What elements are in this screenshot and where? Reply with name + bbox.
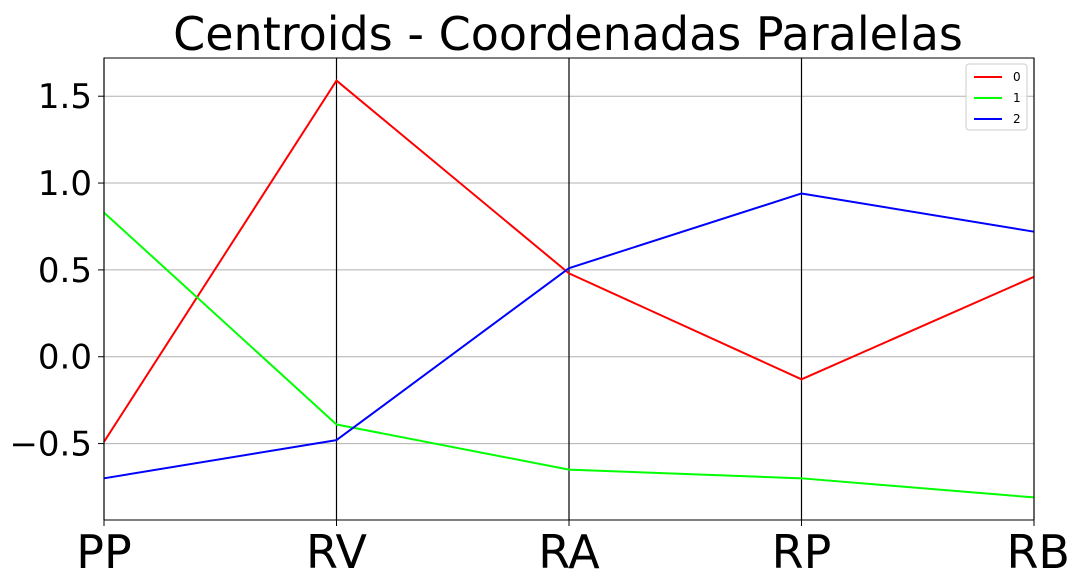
y-tick-labels: 1.5 1.0 0.5 0.0 −0.5	[9, 77, 104, 465]
y-tick-label-2: 0.5	[38, 251, 92, 291]
x-tick-label-rv: RV	[306, 525, 367, 579]
legend-label-0: 0	[1013, 70, 1021, 84]
legend-label-1: 1	[1013, 91, 1021, 105]
y-tick-label-0: 1.5	[38, 77, 92, 117]
legend: 0 1 2	[965, 63, 1028, 131]
x-tick-label-rb: RB	[1006, 525, 1070, 579]
x-tick-label-pp: PP	[76, 525, 131, 579]
x-tick-label-ra: RA	[538, 525, 600, 579]
chart-title: Centroids - Coordenadas Paralelas	[173, 7, 963, 61]
y-tick-label-3: 0.0	[38, 338, 92, 378]
parallel-axes-layer	[103, 58, 1035, 520]
x-tick-label-rp: RP	[772, 525, 832, 579]
series-line-1	[103, 211, 1035, 499]
legend-label-2: 2	[1013, 112, 1021, 126]
y-tick-label-4: −0.5	[9, 425, 92, 465]
series-layer	[103, 79, 1035, 499]
series-line-0	[103, 79, 1035, 443]
y-tick-label-1: 1.0	[38, 164, 92, 204]
series-line-2	[103, 192, 1035, 480]
x-tick-labels: PP RV RA RP RB	[76, 520, 1070, 579]
